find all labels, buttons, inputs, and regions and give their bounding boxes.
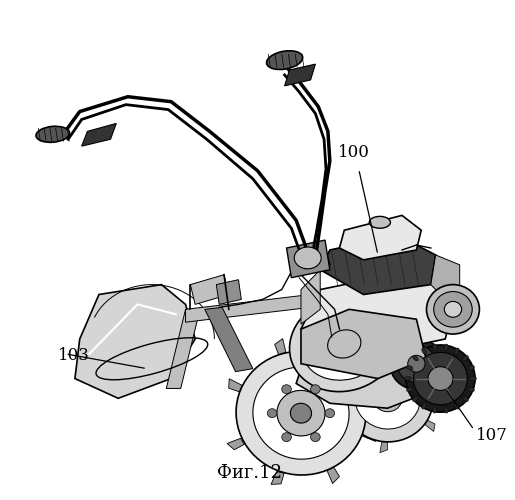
Ellipse shape [468,387,474,392]
Polygon shape [271,472,284,484]
Polygon shape [227,438,244,450]
Polygon shape [334,416,348,424]
Ellipse shape [454,348,459,354]
Ellipse shape [444,302,461,317]
Ellipse shape [444,406,448,413]
Ellipse shape [277,390,325,436]
Ellipse shape [397,345,436,383]
Polygon shape [427,372,441,381]
Polygon shape [327,467,339,483]
Ellipse shape [433,406,437,413]
Polygon shape [82,124,116,146]
Polygon shape [340,365,350,376]
Ellipse shape [267,51,303,70]
Text: 103: 103 [58,348,90,364]
Polygon shape [75,284,195,399]
Ellipse shape [454,403,459,409]
Ellipse shape [373,385,402,411]
Polygon shape [166,310,200,388]
Ellipse shape [406,345,475,412]
Polygon shape [380,442,388,452]
Ellipse shape [267,408,277,418]
Polygon shape [425,420,435,432]
Polygon shape [334,350,349,362]
Ellipse shape [404,376,411,380]
Polygon shape [431,255,460,304]
Ellipse shape [311,432,320,442]
Polygon shape [191,274,229,304]
Polygon shape [339,216,421,260]
Ellipse shape [390,338,443,390]
Ellipse shape [289,296,399,392]
Ellipse shape [470,376,476,380]
Text: Фиг.12: Фиг.12 [217,464,283,481]
Ellipse shape [355,368,420,429]
Ellipse shape [369,216,390,228]
Polygon shape [274,338,286,354]
Polygon shape [205,308,253,372]
Polygon shape [216,280,242,304]
Ellipse shape [253,367,349,459]
Text: 100: 100 [338,144,370,161]
Ellipse shape [422,403,426,409]
Ellipse shape [290,404,312,423]
Ellipse shape [282,432,291,442]
Ellipse shape [406,387,413,392]
Ellipse shape [414,352,468,405]
Ellipse shape [428,366,453,390]
Ellipse shape [426,284,479,334]
Ellipse shape [444,344,448,351]
Ellipse shape [422,348,426,354]
Ellipse shape [462,396,468,402]
Polygon shape [388,344,395,355]
Polygon shape [301,248,330,272]
Ellipse shape [408,356,425,372]
Ellipse shape [325,408,335,418]
Ellipse shape [462,356,468,361]
Ellipse shape [36,126,70,142]
Ellipse shape [434,292,472,327]
Ellipse shape [413,356,418,361]
Polygon shape [320,235,436,294]
Polygon shape [286,240,330,278]
Ellipse shape [282,384,291,394]
Ellipse shape [328,330,361,358]
Polygon shape [301,310,426,378]
Text: 107: 107 [476,428,508,444]
Ellipse shape [311,384,320,394]
Polygon shape [185,294,311,322]
Polygon shape [229,379,242,392]
Ellipse shape [236,352,366,475]
Ellipse shape [406,366,413,370]
Polygon shape [364,394,381,404]
Ellipse shape [342,355,433,442]
Ellipse shape [433,344,437,351]
Polygon shape [285,64,315,86]
Polygon shape [362,430,375,442]
Polygon shape [301,270,320,324]
Ellipse shape [294,247,321,269]
Ellipse shape [468,366,474,370]
Ellipse shape [301,308,387,380]
Polygon shape [296,339,431,408]
Polygon shape [301,270,455,359]
Ellipse shape [413,396,418,402]
